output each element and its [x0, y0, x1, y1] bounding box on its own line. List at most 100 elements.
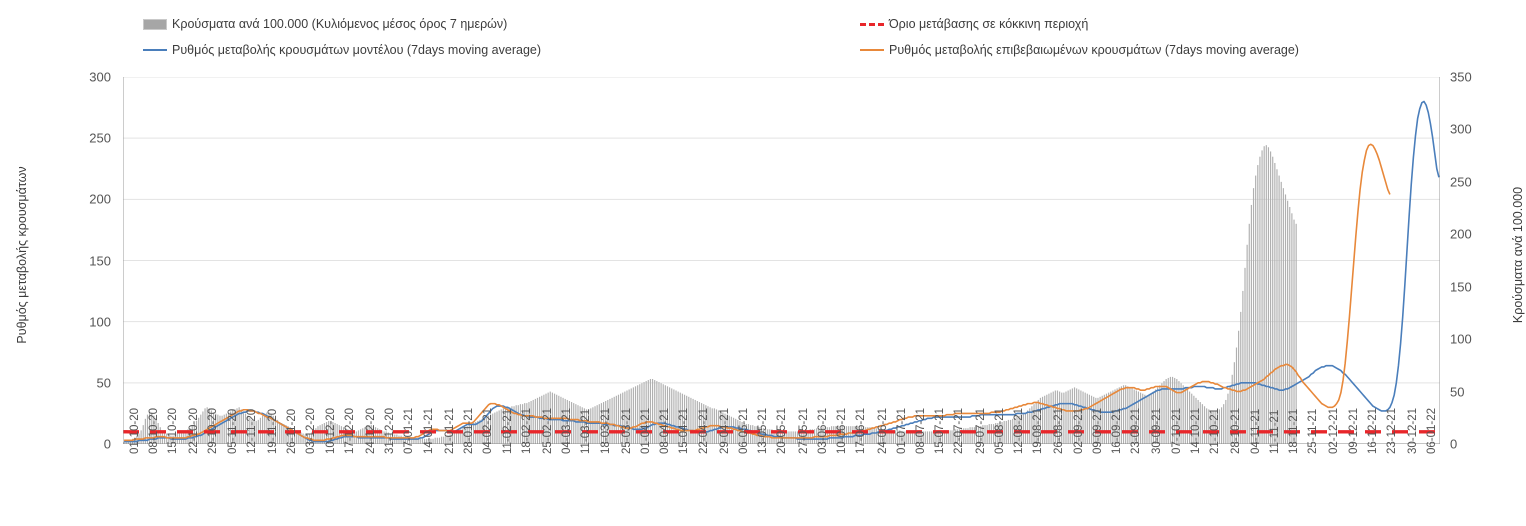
y-right-tick-150: 150	[1450, 279, 1472, 295]
y-right-tick-200: 200	[1450, 226, 1472, 242]
x-tick-label: 28-10-21	[1230, 407, 1243, 454]
x-tick-label: 10-06-21	[836, 407, 849, 454]
dashed-line-swatch-icon	[860, 22, 884, 26]
y-axis-right-title: Κρούσματα ανά 100.000	[1511, 186, 1525, 324]
gridlines	[123, 77, 1440, 384]
x-tick-label: 12-11-20	[245, 408, 258, 454]
y-left-tick-250: 250	[89, 130, 111, 146]
x-tick-label: 30-12-21	[1407, 407, 1420, 454]
x-tick-label: 03-12-20	[305, 407, 318, 454]
x-tick-label: 09-09-21	[1091, 407, 1104, 454]
bar-swatch-icon	[143, 18, 167, 30]
x-tick-label: 08-04-21	[659, 407, 672, 454]
line-swatch-icon	[143, 49, 167, 52]
x-tick-label: 04-02-21	[482, 407, 495, 454]
x-tick-label: 01-04-21	[640, 407, 653, 454]
legend-item-model-rate[interactable]: Ρυθμός μεταβολής κρουσμάτων μοντέλου (7d…	[143, 44, 541, 57]
y-left-tick-150: 150	[89, 253, 111, 268]
x-tick-label: 06-05-21	[738, 407, 751, 454]
y-right-tick-100: 100	[1450, 331, 1472, 347]
x-tick-label: 08-07-21	[914, 407, 927, 454]
legend-item-red-threshold[interactable]: Όριο μετάβασης σε κόκκινη περιοχή	[860, 18, 1088, 31]
x-tick-label: 25-03-21	[620, 407, 633, 454]
x-tick-label: 23-12-21	[1385, 407, 1398, 454]
y-left-tick-100: 100	[89, 314, 111, 330]
x-tick-label: 15-07-21	[934, 407, 947, 454]
x-tick-label: 08-10-20	[147, 407, 160, 454]
x-tick-label: 06-01-22	[1426, 407, 1439, 454]
plot-svg	[123, 77, 1440, 444]
x-tick-label: 19-11-20	[267, 408, 280, 454]
x-tick-label: 02-12-21	[1328, 407, 1341, 454]
x-tick-label: 12-08-21	[1012, 407, 1025, 454]
x-tick-label: 14-01-21	[422, 407, 435, 454]
x-tick-label: 24-12-20	[365, 407, 378, 454]
x-tick-label: 16-12-21	[1366, 407, 1379, 454]
x-tick-label: 21-01-21	[443, 407, 456, 454]
y-left-tick-50: 50	[96, 375, 111, 391]
x-tick-label: 30-09-21	[1151, 407, 1164, 454]
y-left-tick-300: 300	[89, 69, 111, 85]
x-tick-label: 18-02-21	[520, 407, 533, 454]
x-tick-label: 25-02-21	[541, 407, 554, 454]
x-tick-label: 27-05-21	[797, 407, 810, 454]
x-tick-label: 11-02-21	[501, 408, 514, 454]
x-tick-label: 04-03-21	[561, 407, 574, 454]
y-axis-left-ticks: 0 50 100 150 200 250 300	[0, 70, 111, 452]
x-tick-label: 31-12-20	[384, 407, 397, 454]
x-tick-label: 17-06-21	[855, 407, 868, 454]
x-tick-label: 07-01-21	[403, 407, 416, 454]
x-tick-label: 15-10-20	[166, 407, 179, 454]
x-tick-label: 11-03-21	[580, 408, 593, 454]
x-tick-label: 21-10-21	[1209, 407, 1222, 454]
x-tick-label: 17-12-20	[343, 407, 356, 454]
x-tick-label: 16-09-21	[1110, 407, 1123, 454]
y-right-tick-0: 0	[1450, 436, 1458, 452]
x-tick-label: 29-07-21	[974, 407, 987, 454]
x-tick-label: 29-04-21	[718, 407, 731, 454]
bars-series-cases	[123, 145, 1297, 444]
x-tick-label: 28-01-21	[463, 407, 476, 454]
x-tick-label: 10-12-20	[324, 407, 337, 454]
x-tick-label: 01-07-21	[895, 407, 908, 454]
x-tick-label: 20-05-21	[776, 407, 789, 454]
x-tick-label: 14-10-21	[1189, 407, 1202, 454]
x-tick-label: 19-08-21	[1032, 407, 1045, 454]
x-tick-label: 05-08-21	[993, 407, 1006, 454]
x-tick-label: 29-10-20	[207, 407, 220, 454]
chart-legend: Κρούσματα ανά 100.000 (Κυλιόμενος μέσος …	[0, 6, 1526, 57]
x-tick-label: 22-04-21	[697, 407, 710, 454]
legend-label-model-rate: Ρυθμός μεταβολής κρουσμάτων μοντέλου (7d…	[172, 43, 542, 57]
x-tick-label: 22-10-20	[188, 407, 201, 454]
x-axis-tick-labels: 01-10-20 08-10-20 15-10-20 22-10-20 29-10-20…	[123, 408, 1440, 526]
line-series-confirmed-rate	[124, 143, 1391, 442]
y-right-tick-250: 250	[1450, 174, 1472, 190]
x-tick-label: 01-10-20	[128, 407, 141, 454]
legend-item-confirmed-rate[interactable]: Ρυθμός μεταβολής επιβεβαιωμένων κρουσμάτ…	[860, 44, 1299, 57]
x-tick-label: 03-06-21	[816, 407, 829, 454]
legend-label-red-threshold: Όριο μετάβασης σε κόκκινη περιοχή	[889, 17, 1089, 31]
x-tick-label: 25-11-21	[1307, 408, 1320, 454]
x-tick-label: 18-03-21	[599, 407, 612, 454]
legend-label-confirmed-rate: Ρυθμός μεταβολής επιβεβαιωμένων κρουσμάτ…	[889, 43, 1299, 57]
y-right-tick-350: 350	[1450, 69, 1472, 85]
x-tick-label: 26-08-21	[1053, 407, 1066, 454]
x-tick-label: 04-11-21	[1249, 408, 1262, 454]
y-right-tick-50: 50	[1450, 384, 1465, 400]
x-tick-label: 18-11-21	[1287, 408, 1300, 454]
x-tick-label: 11-11-21	[1268, 409, 1281, 454]
y-left-tick-200: 200	[89, 191, 111, 207]
legend-label-cases-bars: Κρούσματα ανά 100.000 (Κυλιόμενος μέσος …	[172, 17, 508, 31]
y-left-tick-0: 0	[103, 436, 111, 452]
x-tick-label: 07-10-21	[1170, 407, 1183, 454]
plot-area	[123, 77, 1440, 444]
legend-item-cases-bars[interactable]: Κρούσματα ανά 100.000 (Κυλιόμενος μέσος …	[143, 18, 507, 31]
x-tick-label: 22-07-21	[953, 407, 966, 454]
line-swatch-orange-icon	[860, 49, 884, 52]
x-tick-label: 15-04-21	[678, 407, 691, 454]
y-right-tick-300: 300	[1450, 121, 1472, 137]
x-tick-label: 24-06-21	[876, 407, 889, 454]
x-tick-label: 13-05-21	[757, 407, 770, 454]
x-tick-label: 05-11-20	[226, 408, 239, 454]
